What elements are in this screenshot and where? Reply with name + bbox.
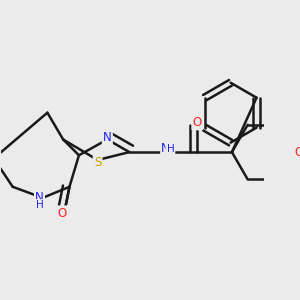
Text: H: H xyxy=(167,144,174,154)
Text: H: H xyxy=(36,200,43,210)
Text: N: N xyxy=(103,131,112,144)
Text: O: O xyxy=(58,207,67,220)
Text: O: O xyxy=(294,146,300,159)
Text: N: N xyxy=(161,142,170,155)
Text: S: S xyxy=(94,156,101,169)
Text: O: O xyxy=(193,116,202,129)
Text: N: N xyxy=(35,191,44,204)
